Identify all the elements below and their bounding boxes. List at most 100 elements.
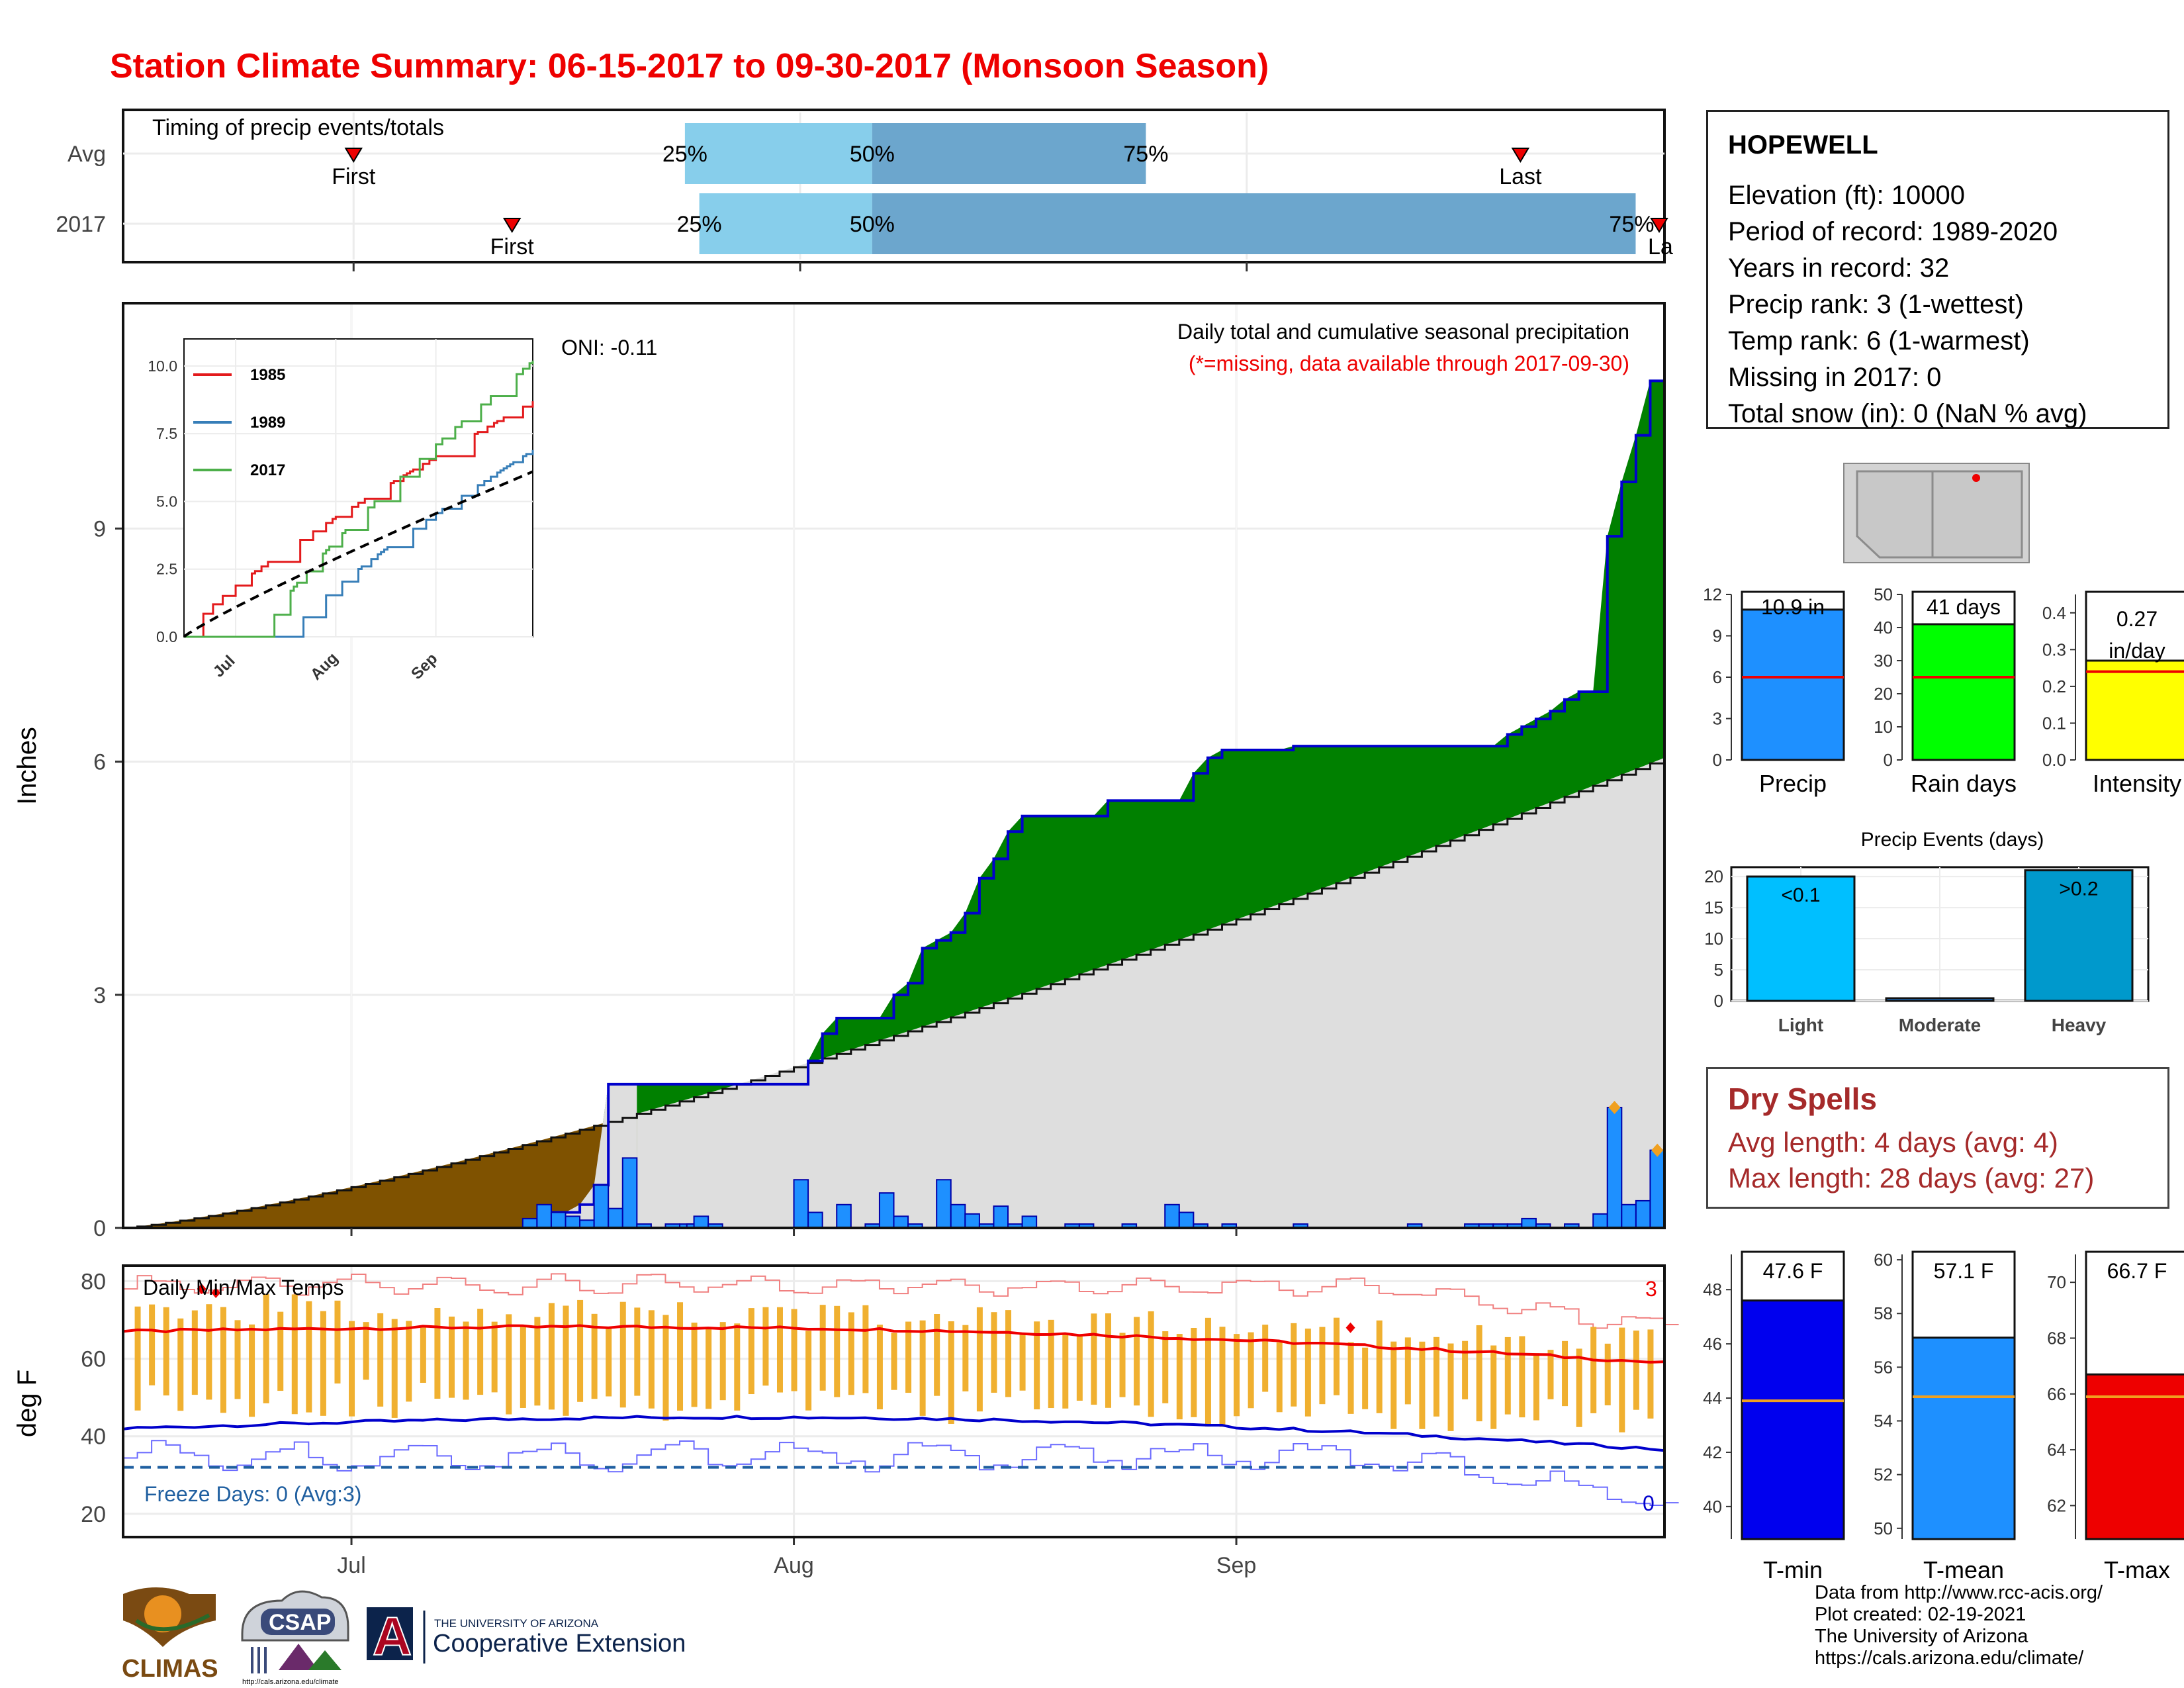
small-bar-ytick-label: 0 (1884, 750, 1893, 770)
events-bar-label: <0.1 (1781, 884, 1820, 906)
temp-daily-bar (934, 1314, 940, 1396)
timing-title: Timing of precip events/totals (152, 115, 444, 140)
temp-daily-bar (1191, 1328, 1197, 1417)
station-line: Years in record: 32 (1728, 254, 1950, 283)
small-bar-ytick-label: 50 (1874, 1519, 1893, 1538)
temp-daily-bar (163, 1307, 169, 1396)
precip-daily-bar (1521, 1217, 1537, 1229)
temp-daily-bar (377, 1313, 384, 1407)
temp-daily-bar (1091, 1313, 1097, 1405)
small-bar-ytick-label: 50 (1874, 585, 1893, 604)
temp-daily-bar (220, 1307, 226, 1413)
temp-daily-bar (1490, 1345, 1497, 1429)
small-bar-ytick-label: 0.0 (2042, 750, 2066, 770)
precip-daily-bar (878, 1192, 895, 1229)
temp-daily-bar (848, 1312, 854, 1395)
station-line: Temp rank: 6 (1-warmest) (1728, 326, 2030, 355)
temp-ytick-label: 40 (81, 1425, 106, 1450)
inset-frame (183, 338, 533, 637)
small-bar-value-label: 57.1 F (1934, 1259, 1994, 1283)
temp-daily-bar (619, 1301, 626, 1408)
inset-ytick-label: 0.0 (156, 628, 177, 645)
small-bar-label: T-mean (1923, 1556, 2004, 1583)
station-info: HOPEWELL Elevation (ft): 10000 Period of… (1706, 110, 2169, 429)
temp-daily-bar (1619, 1327, 1625, 1432)
temp-daily-bar (563, 1305, 569, 1416)
precip-peak-marker (1608, 1101, 1621, 1115)
small-bar-ytick-label: 68 (2047, 1328, 2066, 1348)
events-category-label: Light (1778, 1015, 1823, 1035)
events-bar (1885, 997, 1995, 1002)
footer-line: https://cals.arizona.edu/climate/ (1815, 1648, 2084, 1669)
precip-deficit-area (123, 1113, 637, 1228)
temp-daily-bar (1504, 1336, 1511, 1415)
temp-xtick-label: Aug (774, 1553, 814, 1578)
small-bar-ytick-label: 0.1 (2042, 713, 2066, 733)
temp-daily-bar (677, 1302, 684, 1411)
small-bar-label: Precip (1759, 770, 1827, 797)
csap-wordmark: CSAP (269, 1610, 331, 1635)
temp-daily-bar (534, 1317, 541, 1406)
precip-daily-bar (807, 1211, 823, 1229)
small-bar-ytick-label: 40 (1874, 618, 1893, 637)
precip-cumulative-line (522, 379, 1664, 1226)
temp-record-max-line (123, 1273, 1679, 1329)
temp-daily-bar (791, 1309, 797, 1391)
footer-line: Data from http://www.rcc-acis.org/ (1815, 1582, 2103, 1603)
timing-last-marker (1650, 218, 1668, 233)
small-bar-ytick-label: 62 (2047, 1495, 2066, 1515)
small-bar-ytick-label: 64 (2047, 1440, 2066, 1460)
inset-ytick-label: 10.0 (148, 357, 177, 375)
timing-bar-lower (684, 123, 872, 184)
temp-daily-bar (1533, 1353, 1539, 1421)
precip-daily-bar (593, 1184, 610, 1229)
temp-daily-bar (1347, 1342, 1354, 1414)
timing-row-label: 2017 (56, 212, 106, 237)
inset-legend-label: 1989 (250, 414, 285, 432)
csap-url: http://cals.arizona.edu/climate (242, 1678, 339, 1686)
temp-xtick-label: Jul (337, 1553, 365, 1578)
temp-daily-bar (948, 1321, 954, 1424)
temp-daily-bar (591, 1313, 598, 1399)
events-bar (2024, 869, 2134, 1002)
station-line: Elevation (ft): 10000 (1728, 181, 1965, 210)
temp-daily-bar (1276, 1342, 1283, 1413)
station-location-dot (1972, 474, 1980, 482)
temp-daily-bar (1376, 1320, 1383, 1413)
precip-climatology-line (123, 757, 1666, 1229)
temp-daily-bar (249, 1324, 255, 1417)
small-bar-ytick-label: 44 (1703, 1388, 1722, 1408)
small-bar-value (2085, 659, 2184, 761)
temp-daily-bar (1647, 1329, 1654, 1419)
precip-daily-bar (964, 1213, 980, 1229)
temp-daily-bar (320, 1311, 326, 1416)
small-bar-ytick-label: 20 (1874, 684, 1893, 704)
csap-logo: CSAP http://cals.arizona.edu/climate (241, 1590, 349, 1686)
state-map (1843, 463, 2030, 563)
temp-daily-bar (919, 1320, 926, 1416)
temp-cold-count: 0 (1643, 1491, 1655, 1515)
precip-daily-bar (1164, 1203, 1180, 1229)
temp-daily-bar (191, 1310, 198, 1395)
temp-daily-bar (406, 1321, 412, 1402)
temp-daily-bar (1547, 1350, 1554, 1399)
small-bar-value-label: 47.6 F (1763, 1259, 1823, 1283)
precip-ytick-label: 6 (93, 750, 106, 775)
temp-daily-bar (1519, 1336, 1525, 1418)
inset-legend-label: 2017 (250, 461, 285, 479)
temp-daily-bar (391, 1319, 398, 1418)
temp-daily-bar (1291, 1323, 1297, 1407)
temp-daily-bar (420, 1325, 426, 1383)
precip-ytick-label: 9 (93, 516, 106, 541)
temp-daily-bar (1319, 1327, 1326, 1405)
precip-daily-bar (608, 1207, 623, 1229)
inset-ytick-label: 5.0 (156, 492, 177, 510)
inset-ytick-label: 2.5 (156, 561, 177, 578)
temp-title: Daily Min/Max Temps (143, 1276, 343, 1299)
temp-daily-bar (234, 1320, 241, 1399)
climas-logo: CLIMAS (122, 1587, 218, 1683)
temp-panel-frame (122, 1264, 1666, 1538)
small-bar-value-label: 66.7 F (2107, 1259, 2167, 1283)
temp-daily-bar (819, 1305, 826, 1391)
